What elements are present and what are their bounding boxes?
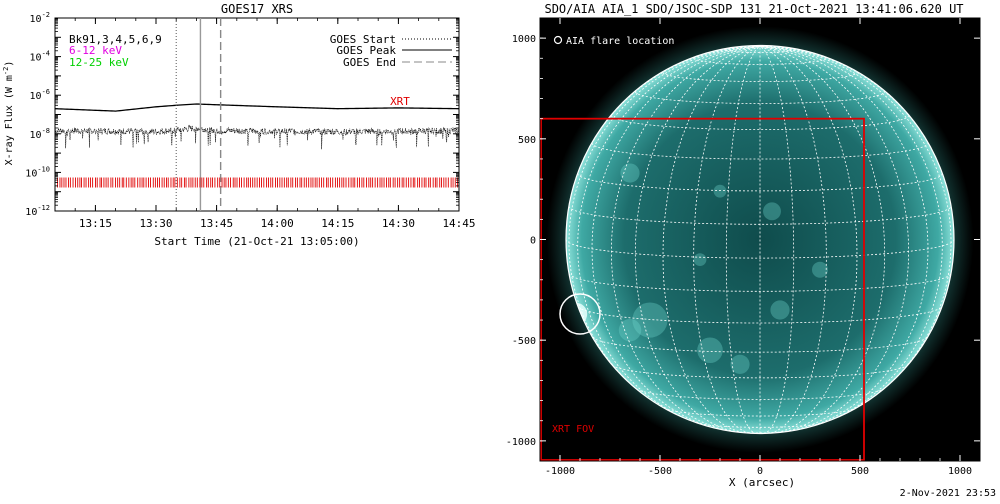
aia-ytick-label: 0	[530, 236, 536, 247]
grid-longitude	[634, 46, 761, 434]
active-region	[812, 261, 828, 278]
active-region	[618, 318, 642, 342]
goes-ylabel-end: )	[4, 61, 15, 67]
goes-xtick-label: 13:45	[200, 217, 233, 230]
grid-longitude	[577, 46, 761, 428]
legend-goes-start-label: GOES Start	[330, 33, 396, 46]
legend-goes-end-label: GOES End	[343, 56, 396, 69]
legend-12-25-label: 12-25 keV	[69, 56, 129, 69]
goes-ytick-label: 10-10	[25, 165, 50, 179]
active-region	[770, 300, 790, 320]
goes-xtick-label: 14:00	[261, 217, 294, 230]
grid-longitude	[759, 46, 910, 433]
aia-image-area: AIA flare location XRT FOV -1000 -500 0 500…	[506, 17, 981, 477]
aia-title: SDO/AIA AIA_1 SDO/JSOC-SDP 131 21-Oct-20…	[544, 2, 963, 16]
goes-marker-legend: GOES Start GOES Peak GOES End	[330, 33, 452, 69]
goes-ylabel: X-ray Flux (W m-2)	[2, 61, 15, 166]
goes-ytick-label: 10-12	[25, 204, 50, 218]
goes-xtick-label: 13:30	[139, 217, 172, 230]
aia-xtick-label: 0	[757, 466, 763, 477]
aia-xtick-label: 1000	[948, 466, 972, 477]
xrt-fov-label: XRT FOV	[552, 424, 594, 435]
goes-ytick-base: 10	[25, 207, 37, 218]
active-region	[763, 202, 781, 221]
grid-longitude	[759, 46, 886, 434]
goes-ylabel-sup: -2	[2, 67, 10, 75]
grid-longitude	[725, 46, 761, 434]
grid-longitude	[591, 46, 761, 431]
flare-legend-circle	[553, 35, 563, 45]
legend-6-12-label: 6-12 keV	[69, 44, 122, 57]
aia-xtick-label: 500	[851, 466, 869, 477]
grid-longitude	[566, 46, 761, 240]
aia-ytick-label: 1000	[512, 34, 536, 45]
goes-ytick-exp: -4	[42, 50, 50, 58]
grid-latitude	[568, 273, 952, 292]
goes-ytick-exp: -12	[37, 204, 50, 212]
sun-limb	[565, 44, 955, 435]
goes-band-legend: Bk91,3,4,5,6,9 6-12 keV 12-25 keV	[69, 33, 162, 69]
goes-ytick-base: 10	[30, 91, 42, 102]
grid-latitude	[577, 306, 943, 324]
goes-ytick-base: 10	[25, 168, 37, 179]
goes-xtick-label: 14:15	[321, 217, 354, 230]
active-region	[693, 253, 707, 267]
grid-longitude	[759, 46, 954, 240]
goes-title: GOES17 XRS	[221, 2, 293, 16]
grid-longitude	[759, 46, 943, 428]
active-region	[730, 354, 750, 374]
goes-xtick-label: 14:45	[442, 217, 475, 230]
aia-ytick-label: 500	[518, 135, 536, 146]
goes-xtick-label: 14:30	[382, 217, 415, 230]
flare-location-circle	[559, 293, 601, 335]
goes-ytick-exp: -2	[42, 11, 50, 19]
goes-xlabel: Start Time (21-Oct-21 13:05:00)	[154, 235, 359, 248]
aia-xtick-label: -1000	[545, 466, 575, 477]
goes-ytick-base: 10	[30, 14, 42, 25]
legend-goes-peak-label: GOES Peak	[336, 44, 396, 57]
grid-longitude	[610, 46, 761, 433]
goes-ytick-base: 10	[30, 130, 42, 141]
legend-bands-label: Bk91,3,4,5,6,9	[69, 33, 162, 46]
footer-timestamp: 2-Nov-2021 23:53	[900, 488, 996, 499]
goes-ytick-label: 10-8	[30, 127, 50, 141]
goes-series-6-12-kev	[55, 124, 459, 150]
flare-legend-label: AIA flare location	[566, 36, 674, 47]
goes-ytick-label: 10-6	[30, 88, 50, 102]
goes-xtick-label: 13:15	[79, 217, 112, 230]
aia-ytick-label: -500	[512, 336, 536, 347]
xrt-label: XRT	[390, 95, 410, 108]
goes-ytick-label: 10-2	[30, 11, 50, 25]
grid-latitude	[636, 388, 884, 400]
grid-longitude	[759, 46, 795, 434]
grid-longitude	[759, 46, 929, 431]
active-region	[620, 163, 640, 183]
grid-latitude	[725, 49, 795, 53]
aia-xtick-label: -500	[648, 466, 672, 477]
active-region	[713, 184, 727, 198]
goes-ytick-label: 10-4	[30, 50, 50, 64]
goes-ytick-exp: -10	[37, 165, 50, 173]
aia-xlabel: X (arcsec)	[729, 476, 795, 489]
goes-ylabel-main: X-ray Flux (W m	[4, 75, 15, 165]
aia-ytick-label: -1000	[506, 437, 536, 448]
grid-latitude	[611, 364, 909, 379]
goes-series-12-25-kev	[55, 103, 459, 112]
goes-ytick-base: 10	[30, 53, 42, 64]
goes-ytick-exp: -8	[42, 127, 50, 135]
goes-ytick-exp: -6	[42, 88, 50, 96]
grid-latitude	[577, 173, 943, 192]
grid-latitude	[611, 115, 909, 130]
xrt-fov-box	[540, 117, 865, 461]
